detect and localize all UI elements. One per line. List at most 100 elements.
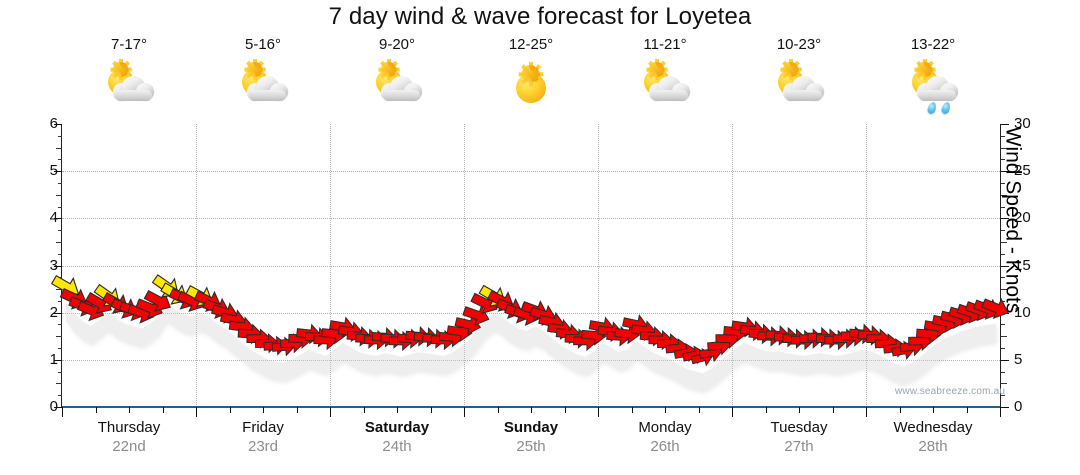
- page-title: 7 day wind & wave forecast for Loyetea: [328, 3, 752, 30]
- y-axis-left-tick-label: 2: [49, 303, 58, 321]
- y-axis-tick: [1001, 218, 1009, 219]
- gridline-vertical: [330, 124, 331, 407]
- weather-icon: [732, 58, 866, 120]
- day-date: 24th: [382, 438, 412, 455]
- x-axis-tick: [230, 407, 231, 413]
- y-axis-right-title: Wind Speed - Knots: [1001, 126, 1025, 314]
- x-axis-tick: [699, 407, 700, 413]
- weather-icon: [196, 58, 330, 120]
- y-axis-tick: [1001, 171, 1009, 172]
- day-temperature-range: 11-21°: [643, 36, 687, 53]
- x-axis-tick: [263, 407, 264, 413]
- x-axis-tick: [632, 407, 633, 413]
- y-axis-tick: [1001, 324, 1005, 325]
- day-date: 28th: [918, 438, 948, 455]
- sun-cloud-icon: [361, 58, 433, 118]
- x-axis-tick: [297, 407, 298, 413]
- y-axis-tick: [1001, 207, 1005, 208]
- gridline-vertical: [732, 124, 733, 407]
- y-axis-left-tick-label: 5: [49, 162, 58, 180]
- weather-icon: [330, 58, 464, 120]
- day-header-sunday: 12-25°: [464, 36, 598, 124]
- day-date: 25th: [516, 438, 546, 455]
- y-axis-tick: [1001, 383, 1007, 384]
- y-axis-left-tick-label: 3: [49, 256, 58, 274]
- y-axis-tick: [1001, 195, 1007, 196]
- day-date: 23rd: [247, 438, 279, 455]
- gridline-vertical: [598, 124, 599, 407]
- y-axis-right-tick-label: 5: [1014, 350, 1023, 368]
- watermark: www.seabreeze.com.au: [895, 386, 1006, 397]
- day-header-saturday: 9-20°: [330, 36, 464, 124]
- y-axis-tick: [1001, 136, 1005, 137]
- y-axis-right-tick-label: 25: [1014, 162, 1031, 180]
- x-axis-tick: [62, 407, 63, 417]
- y-axis-tick: [54, 313, 62, 314]
- y-axis-tick: [56, 383, 62, 384]
- day-name: Tuesday: [770, 419, 828, 436]
- y-axis-tick: [58, 207, 62, 208]
- y-axis-tick: [54, 266, 62, 267]
- weather-icon: [464, 58, 598, 120]
- rain-drop-icon: [926, 101, 938, 115]
- y-axis-tick: [58, 136, 62, 137]
- y-axis-tick: [58, 372, 62, 373]
- day-header-monday: 11-21°: [598, 36, 732, 124]
- x-axis-tick: [799, 407, 800, 413]
- y-axis-tick: [54, 407, 62, 408]
- day-header-wednesday: 13-22°: [866, 36, 1000, 124]
- y-axis-tick: [58, 159, 62, 160]
- y-axis-right-tick-label: 0: [1014, 398, 1023, 415]
- day-footer-thursday: Thursday 22nd: [62, 418, 196, 456]
- sun-cloud-icon: [763, 58, 835, 118]
- day-name: Wednesday: [893, 419, 973, 436]
- y-axis-tick: [1001, 159, 1005, 160]
- day-name: Thursday: [97, 419, 161, 436]
- x-axis-tick: [665, 407, 666, 413]
- y-axis-tick: [58, 395, 62, 396]
- plot-area: [62, 124, 1000, 407]
- x-axis-tick: [900, 407, 901, 413]
- day-date: 27th: [784, 438, 814, 455]
- day-header-tuesday: 10-23°: [732, 36, 866, 124]
- x-axis-tick: [967, 407, 968, 413]
- y-axis-tick: [1001, 360, 1009, 361]
- x-axis-tick: [464, 407, 465, 417]
- y-axis-right-tick-label: 15: [1014, 256, 1031, 274]
- x-axis-tick: [565, 407, 566, 413]
- y-axis-right-tick-label: 20: [1014, 209, 1031, 227]
- x-axis-tick: [833, 407, 834, 413]
- gridline-horizontal: [62, 359, 1000, 361]
- day-name: Monday: [638, 419, 692, 436]
- x-axis-tick: [129, 407, 130, 413]
- x-axis-tick: [196, 407, 197, 417]
- sun-cloud-rain-icon: [897, 58, 969, 118]
- y-axis-tick: [56, 148, 62, 149]
- y-axis-tick: [58, 301, 62, 302]
- sun-cloud-icon: [227, 58, 299, 118]
- y-axis-tick: [54, 360, 62, 361]
- y-axis-tick: [56, 242, 62, 243]
- day-header-thursday: 7-17°: [62, 36, 196, 124]
- x-axis-tick: [330, 407, 331, 417]
- y-axis-left-tick-label: 4: [49, 209, 58, 227]
- y-axis-tick: [1001, 254, 1005, 255]
- weather-icon: [866, 58, 1000, 120]
- y-axis-tick: [54, 124, 62, 125]
- day-footer-tuesday: Tuesday 27th: [732, 418, 866, 456]
- y-axis-tick: [1001, 348, 1005, 349]
- x-axis-tick: [163, 407, 164, 413]
- y-axis-tick: [1001, 148, 1007, 149]
- day-temperature-range: 5-16°: [244, 36, 282, 53]
- day-name: Friday: [242, 419, 284, 436]
- gridline-horizontal: [62, 218, 1000, 220]
- y-axis-tick: [1001, 183, 1005, 184]
- y-axis-right-tick-label: 10: [1014, 303, 1031, 321]
- y-axis-tick: [58, 230, 62, 231]
- gridline-vertical: [196, 124, 197, 407]
- day-name: Sunday: [503, 419, 559, 436]
- y-axis-tick: [54, 218, 62, 219]
- weather-icon: [598, 58, 732, 120]
- y-axis-left-line: [61, 124, 62, 407]
